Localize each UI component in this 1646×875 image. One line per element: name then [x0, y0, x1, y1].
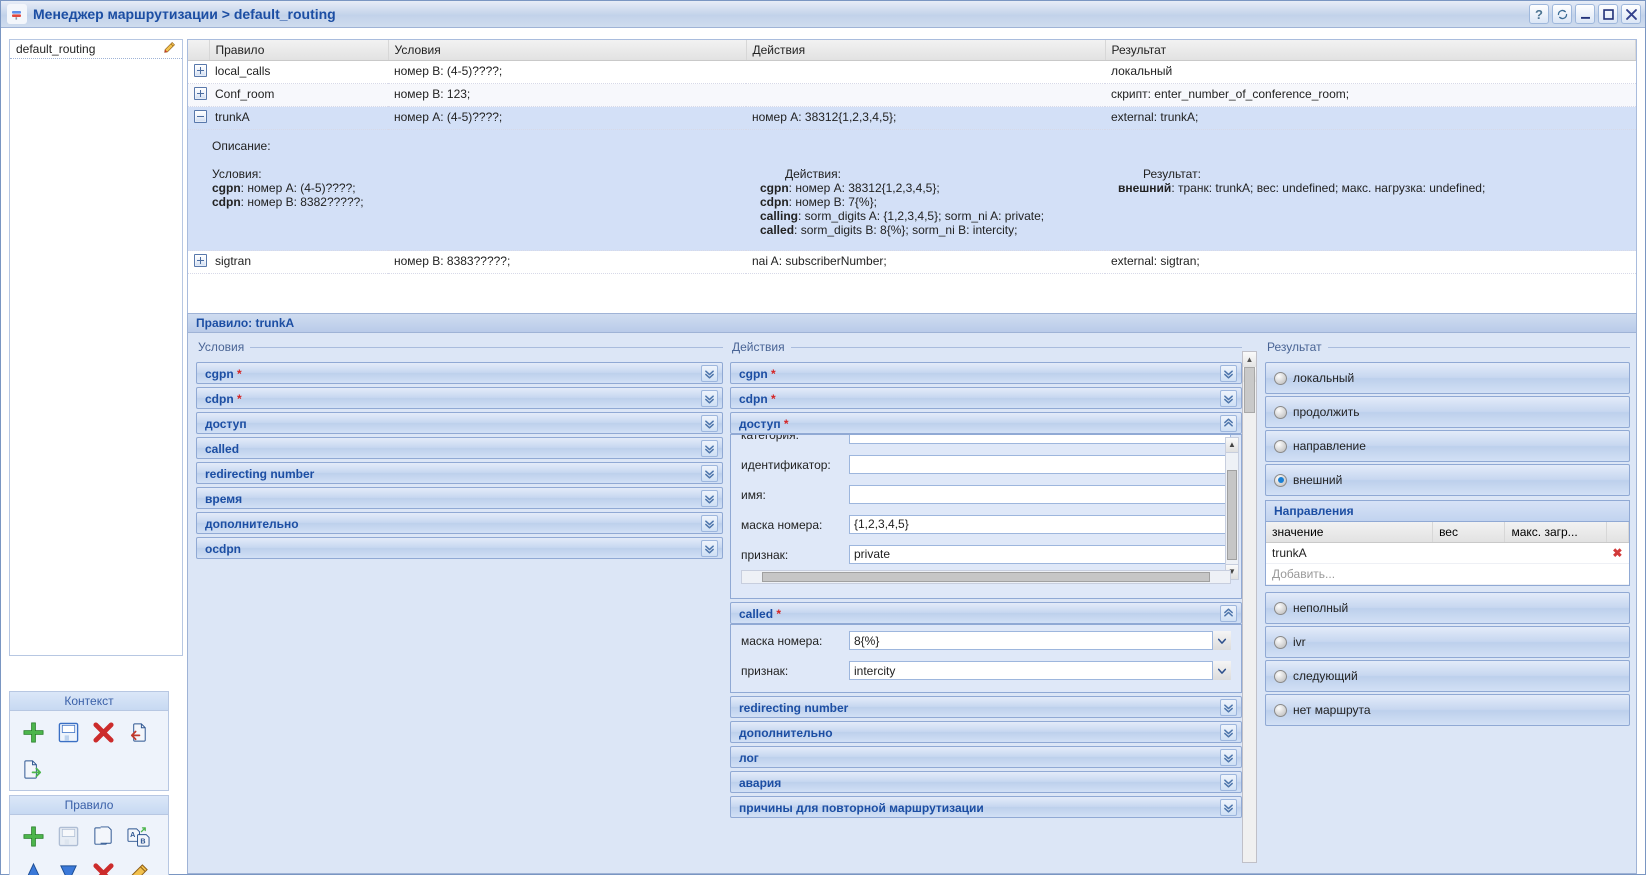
- svg-text:A: A: [130, 831, 135, 839]
- svg-text:B: B: [140, 838, 145, 846]
